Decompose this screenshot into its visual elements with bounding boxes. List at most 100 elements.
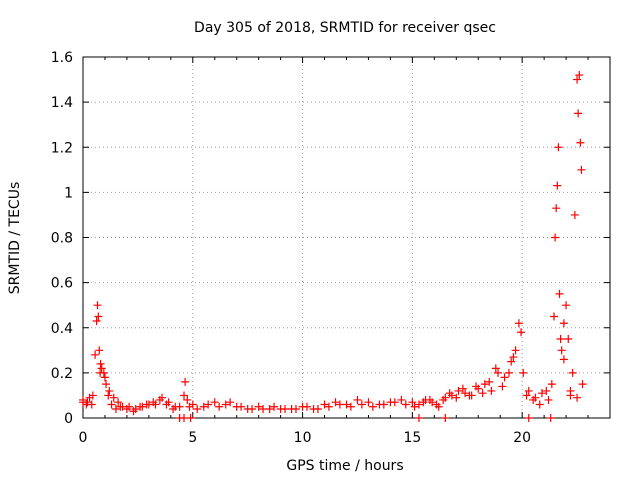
x-tick-label: 10: [294, 430, 312, 446]
data-point: [480, 380, 489, 389]
data-point: [559, 319, 568, 328]
data-point: [514, 319, 523, 328]
data-point: [302, 402, 311, 411]
data-point: [555, 289, 564, 298]
data-point: [97, 364, 106, 373]
data-point: [291, 404, 300, 413]
data-point: [83, 398, 92, 407]
data-point: [491, 364, 500, 373]
data-point: [519, 368, 528, 377]
data-point: [313, 404, 322, 413]
data-point: [566, 386, 575, 395]
data-point: [379, 400, 388, 409]
y-tick-label: 0.6: [51, 276, 73, 292]
data-point: [557, 346, 566, 355]
x-tick-label: 15: [403, 430, 421, 446]
data-point: [164, 398, 173, 407]
y-tick-label: 1.6: [51, 50, 73, 66]
data-point: [88, 391, 97, 400]
y-tick-label: 0.4: [51, 321, 73, 337]
data-point: [458, 384, 467, 393]
data-point: [353, 395, 362, 404]
data-point: [542, 386, 551, 395]
y-tick-label: 1: [64, 185, 73, 201]
data-point: [237, 402, 246, 411]
data-point: [390, 398, 399, 407]
data-point: [188, 400, 197, 409]
data-points: [79, 71, 587, 422]
data-point: [507, 357, 516, 366]
data-point: [221, 400, 230, 409]
data-point: [408, 398, 417, 407]
data-point: [509, 353, 518, 362]
data-point: [537, 389, 546, 398]
data-point: [570, 210, 579, 219]
data-point: [114, 398, 123, 407]
data-point: [568, 368, 577, 377]
data-point: [181, 377, 190, 386]
data-point: [79, 395, 87, 404]
data-point: [364, 398, 373, 407]
data-point: [95, 346, 104, 355]
data-point: [578, 380, 587, 389]
data-point: [183, 395, 192, 404]
x-tick-label: 20: [513, 430, 531, 446]
data-point: [401, 400, 410, 409]
data-point: [559, 355, 568, 364]
data-point: [94, 312, 103, 321]
data-point: [517, 328, 526, 337]
data-point: [131, 404, 140, 413]
data-point: [102, 380, 111, 389]
x-axis-ticks: 0 5 10 15 20: [79, 57, 589, 446]
data-point: [171, 402, 180, 411]
data-point: [254, 402, 263, 411]
data-point: [92, 316, 101, 325]
data-point: [215, 402, 224, 411]
data-point: [99, 368, 108, 377]
data-point: [105, 386, 114, 395]
data-point: [96, 359, 105, 368]
data-point: [414, 400, 423, 409]
data-point: [500, 373, 509, 382]
data-point: [472, 382, 481, 391]
data-point: [346, 402, 355, 411]
data-point: [226, 398, 235, 407]
data-point: [410, 402, 419, 411]
data-point: [109, 393, 118, 402]
data-point: [547, 380, 556, 389]
y-axis-ticks: 0 0.2 0.4 0.6 0.8 1 1.2 1.4 1.6: [51, 50, 610, 427]
data-point: [562, 301, 571, 310]
data-point: [554, 143, 563, 152]
data-point: [158, 393, 167, 402]
data-point: [576, 138, 585, 147]
data-point: [494, 368, 503, 377]
data-point: [138, 402, 147, 411]
data-point: [248, 404, 257, 413]
data-point: [281, 404, 290, 413]
data-point: [151, 400, 160, 409]
y-tick-label: 0: [64, 411, 73, 427]
data-point: [487, 386, 496, 395]
y-tick-label: 0.2: [51, 366, 73, 382]
data-point: [556, 335, 565, 344]
data-point: [419, 398, 428, 407]
data-point: [531, 393, 540, 402]
x-axis-label: GPS time / hours: [286, 458, 403, 474]
data-point: [452, 393, 461, 402]
data-point: [87, 400, 96, 409]
data-point: [461, 389, 470, 398]
y-axis-label: SRMTID / TECUs: [7, 182, 23, 295]
data-point: [573, 75, 582, 84]
plot-frame: [82, 56, 611, 419]
data-point: [193, 404, 202, 413]
data-point: [454, 386, 463, 395]
y-tick-label: 0.8: [51, 231, 73, 247]
data-point: [125, 402, 134, 411]
data-point: [485, 377, 494, 386]
data-point: [324, 402, 333, 411]
data-point: [210, 398, 219, 407]
data-point: [524, 386, 533, 395]
data-point: [564, 335, 573, 344]
data-point: [425, 395, 434, 404]
